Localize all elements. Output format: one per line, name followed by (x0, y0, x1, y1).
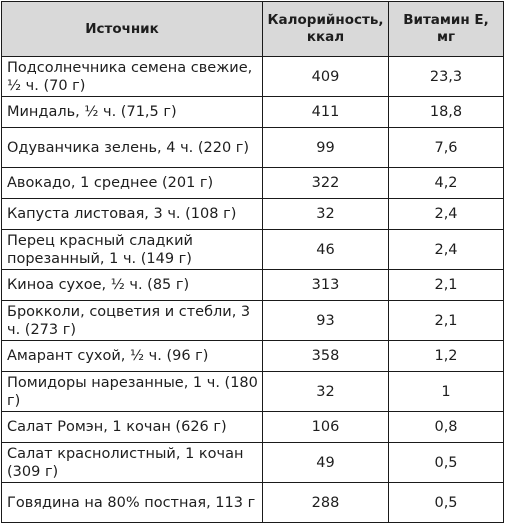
header-vitamin-e: Витамин Е, мг (388, 1, 504, 57)
cell-calories: 288 (262, 482, 389, 523)
table-row: Подсолнечника семена свежие, ½ ч. (70 г)… (1, 56, 504, 97)
cell-vitamin-e: 2,4 (388, 198, 504, 230)
cell-vitamin-e: 2,1 (388, 269, 504, 301)
cell-vitamin-e: 23,3 (388, 56, 504, 97)
cell-calories: 313 (262, 269, 389, 301)
cell-vitamin-e: 1,2 (388, 340, 504, 372)
cell-calories: 99 (262, 127, 389, 168)
cell-vitamin-e: 18,8 (388, 96, 504, 128)
cell-source: Салат Ромэн, 1 кочан (626 г) (1, 411, 263, 443)
cell-vitamin-e: 0,5 (388, 482, 504, 523)
table-row: Салат краснолистный, 1 кочан (309 г) 49 … (1, 442, 504, 483)
cell-source: Перец красный сладкий порезанный, 1 ч. (… (1, 229, 263, 270)
header-calories: Калорийность, ккал (262, 1, 389, 57)
cell-vitamin-e: 0,8 (388, 411, 504, 443)
cell-source: Одуванчика зелень, 4 ч. (220 г) (1, 127, 263, 168)
cell-vitamin-e: 4,2 (388, 167, 504, 199)
cell-calories: 49 (262, 442, 389, 483)
table-row: Одуванчика зелень, 4 ч. (220 г) 99 7,6 (1, 127, 504, 168)
table-row: Говядина на 80% постная, 113 г 288 0,5 (1, 482, 504, 523)
cell-vitamin-e: 1 (388, 371, 504, 412)
table-row: Миндаль, ½ ч. (71,5 г) 411 18,8 (1, 96, 504, 128)
table-row: Киноа сухое, ½ ч. (85 г) 313 2,1 (1, 269, 504, 301)
table-row: Салат Ромэн, 1 кочан (626 г) 106 0,8 (1, 411, 504, 443)
cell-source: Помидоры нарезанные, 1 ч. (180 г) (1, 371, 263, 412)
cell-source: Подсолнечника семена свежие, ½ ч. (70 г) (1, 56, 263, 97)
header-row: Источник Калорийность, ккал Витамин Е, м… (1, 1, 504, 57)
cell-calories: 409 (262, 56, 389, 97)
table-body: Подсолнечника семена свежие, ½ ч. (70 г)… (1, 56, 504, 523)
cell-vitamin-e: 7,6 (388, 127, 504, 168)
cell-calories: 32 (262, 198, 389, 230)
cell-calories: 106 (262, 411, 389, 443)
table-header: Источник Калорийность, ккал Витамин Е, м… (1, 1, 504, 57)
cell-calories: 93 (262, 300, 389, 341)
cell-calories: 358 (262, 340, 389, 372)
cell-vitamin-e: 0,5 (388, 442, 504, 483)
cell-source: Амарант сухой, ½ ч. (96 г) (1, 340, 263, 372)
header-source: Источник (1, 1, 263, 57)
table-row: Перец красный сладкий порезанный, 1 ч. (… (1, 229, 504, 270)
table-row: Амарант сухой, ½ ч. (96 г) 358 1,2 (1, 340, 504, 372)
cell-vitamin-e: 2,4 (388, 229, 504, 270)
cell-source: Авокадо, 1 среднее (201 г) (1, 167, 263, 199)
table-row: Авокадо, 1 среднее (201 г) 322 4,2 (1, 167, 504, 199)
cell-source: Киноа сухое, ½ ч. (85 г) (1, 269, 263, 301)
table-row: Брокколи, соцветия и стебли, 3 ч. (273 г… (1, 300, 504, 341)
cell-calories: 46 (262, 229, 389, 270)
cell-source: Миндаль, ½ ч. (71,5 г) (1, 96, 263, 128)
cell-vitamin-e: 2,1 (388, 300, 504, 341)
cell-calories: 322 (262, 167, 389, 199)
cell-calories: 411 (262, 96, 389, 128)
cell-source: Капуста листовая, 3 ч. (108 г) (1, 198, 263, 230)
cell-source: Говядина на 80% постная, 113 г (1, 482, 263, 523)
cell-source: Салат краснолистный, 1 кочан (309 г) (1, 442, 263, 483)
table-row: Капуста листовая, 3 ч. (108 г) 32 2,4 (1, 198, 504, 230)
table-row: Помидоры нарезанные, 1 ч. (180 г) 32 1 (1, 371, 504, 412)
cell-calories: 32 (262, 371, 389, 412)
cell-source: Брокколи, соцветия и стебли, 3 ч. (273 г… (1, 300, 263, 341)
